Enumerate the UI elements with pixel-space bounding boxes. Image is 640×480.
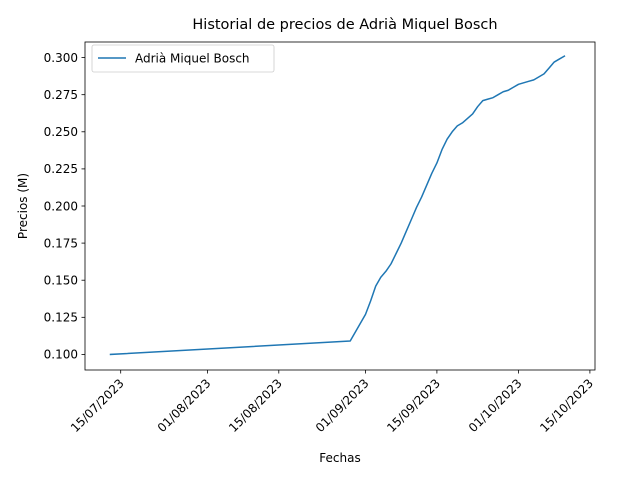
legend-box: [91, 44, 275, 73]
y-tick-label: 0.150: [44, 274, 78, 288]
chart-title: Historial de precios de Adrià Miquel Bos…: [192, 17, 497, 33]
y-tick-label: 0.275: [44, 88, 78, 102]
y-tick-label: 0.200: [44, 199, 78, 213]
y-tick-label: 0.300: [44, 51, 78, 65]
y-tick-label: 0.250: [44, 125, 78, 139]
x-axis-title: Fechas: [319, 451, 360, 465]
y-tick-label: 0.225: [44, 162, 78, 176]
series-line-0: [109, 55, 566, 356]
legend-label: Adrià Miquel Bosch: [135, 52, 250, 66]
y-tick-label: 0.100: [44, 348, 78, 362]
plot-frame: [84, 41, 596, 371]
y-axis: 0.100 0.125 0.150 0.175 0.200 0.225 0.250 0.275…: [44, 51, 85, 362]
y-axis-title: Precios (M): [16, 173, 30, 239]
plot-area: [85, 42, 595, 370]
series-layer: [109, 55, 566, 356]
legend: Adrià Miquel Bosch: [91, 44, 275, 73]
y-tick-label: 0.175: [44, 236, 78, 250]
y-tick-label: 0.125: [44, 311, 78, 325]
